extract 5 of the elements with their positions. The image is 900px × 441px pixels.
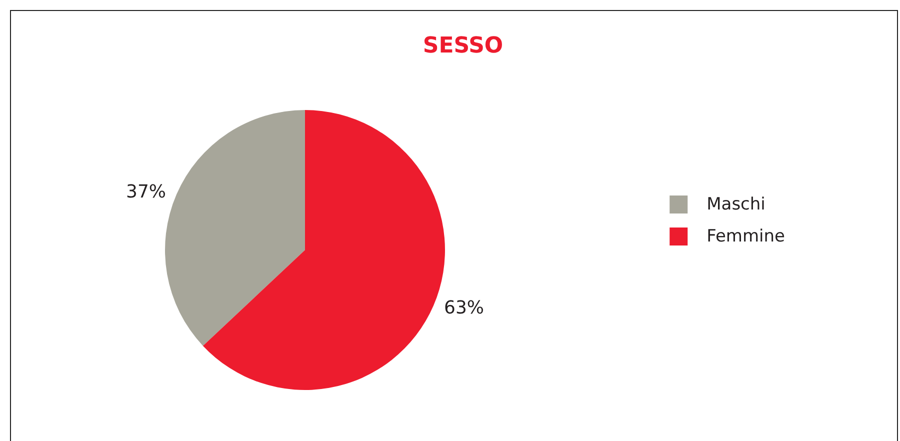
legend-label: Maschi [706,194,766,214]
legend-label: Femmine [706,226,786,246]
data-label: 63% [444,297,484,318]
chart-title: SESSO [422,34,504,58]
data-label: 37% [126,182,166,203]
